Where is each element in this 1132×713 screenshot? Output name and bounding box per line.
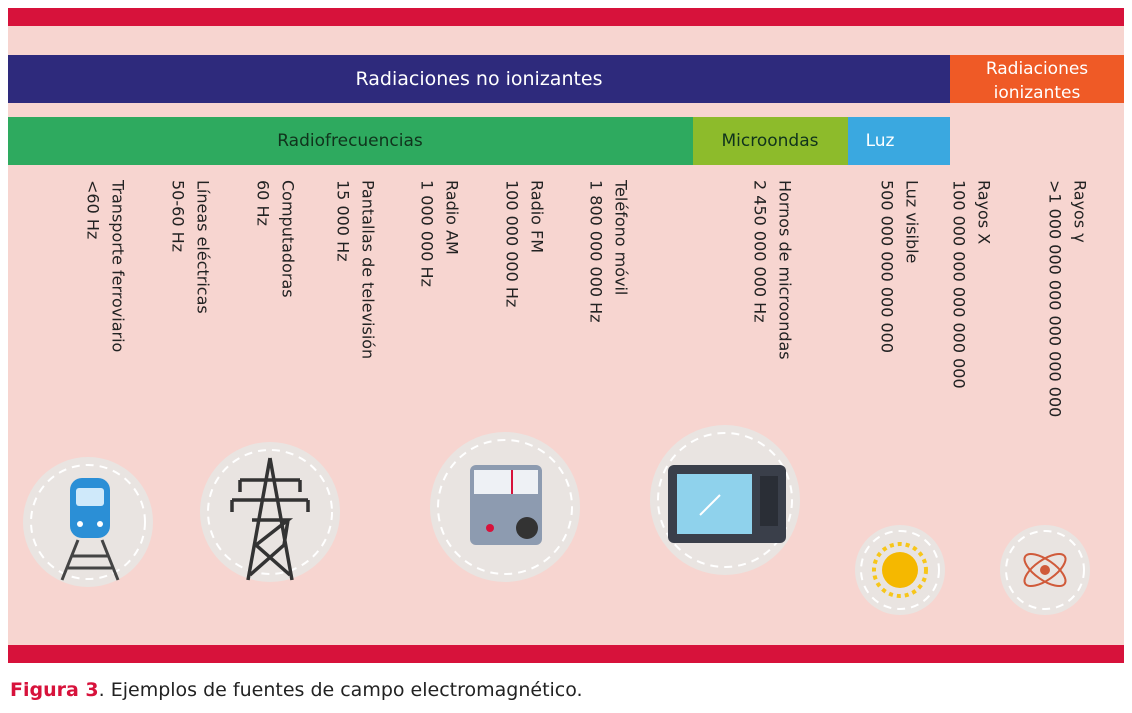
item-name: Transporte ferroviario <box>109 179 128 352</box>
item-name: Teléfono móvil <box>612 179 631 295</box>
sun-icon <box>855 525 945 615</box>
band-label: Radiaciones <box>986 59 1088 79</box>
item-name: Pantallas de televisión <box>359 180 378 359</box>
microwave-icon <box>650 425 800 575</box>
ionizing-band <box>950 55 1124 103</box>
item-name: Radio FM <box>528 180 547 253</box>
radio-icon <box>430 432 580 582</box>
atom-icon <box>1000 525 1090 615</box>
item-frequency: 60 Hz <box>254 180 273 226</box>
item-name: Hornos de microondas <box>776 180 795 360</box>
item-frequency: >1 000 000 000 000 000 000 <box>1046 180 1065 417</box>
train-icon <box>23 457 153 587</box>
item-name: Radio AM <box>443 180 462 255</box>
item-frequency: 1 800 000 000 Hz <box>587 180 606 323</box>
item-frequency: 15 000 Hz <box>334 180 353 262</box>
item-frequency: <60 Hz <box>84 180 103 239</box>
section-label: Luz <box>866 131 895 151</box>
item-frequency: 2 450 000 000 Hz <box>751 180 770 323</box>
item-frequency: 100 000 000 Hz <box>503 180 522 307</box>
item-name: Rayos X <box>975 180 994 244</box>
item-name: Líneas eléctricas <box>194 180 213 314</box>
band-label: Radiaciones no ionizantes <box>355 68 602 90</box>
micro-section <box>693 117 848 165</box>
item-name: Luz visible <box>903 180 922 263</box>
caption-text: . Ejemplos de fuentes de campo electroma… <box>99 679 583 701</box>
non-ionizing-band <box>8 55 950 103</box>
caption: Figura 3. Ejemplos de fuentes de campo e… <box>10 679 583 701</box>
item-frequency: 500 000 000 000 000 <box>878 180 897 353</box>
item-name: Rayos γ <box>1071 180 1090 243</box>
item-name: Computadoras <box>279 180 298 298</box>
band-label: ionizantes <box>994 83 1081 103</box>
tower-icon <box>200 442 340 582</box>
section-label: Radiofrecuencias <box>277 131 423 151</box>
light-section <box>848 117 950 165</box>
item-frequency: 50-60 Hz <box>169 180 188 252</box>
top-bar <box>8 8 1124 26</box>
items: Transporte ferroviario <60 Hz Líneas eléct… <box>84 179 1090 417</box>
bottom-bar <box>8 645 1124 663</box>
item-frequency: 1 000 000 Hz <box>418 180 437 287</box>
item-frequency: 100 000 000 000 000 000 <box>950 180 969 389</box>
caption-label: Figura 3 <box>10 679 99 701</box>
section-label: Microondas <box>722 131 819 151</box>
radio-section <box>8 117 693 165</box>
